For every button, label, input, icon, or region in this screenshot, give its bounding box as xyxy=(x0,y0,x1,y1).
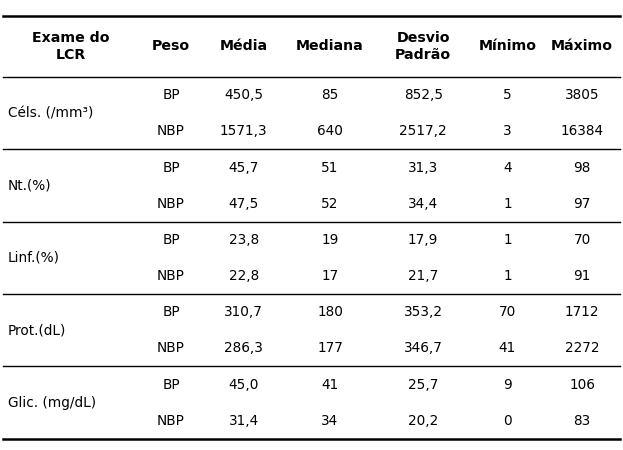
Text: 97: 97 xyxy=(574,197,591,211)
Text: 17,9: 17,9 xyxy=(408,233,439,247)
Text: Mínimo: Mínimo xyxy=(478,40,536,54)
Text: 353,2: 353,2 xyxy=(404,305,443,319)
Text: BP: BP xyxy=(162,88,180,102)
Text: 310,7: 310,7 xyxy=(224,305,263,319)
Text: BP: BP xyxy=(162,233,180,247)
Text: Nt.(%): Nt.(%) xyxy=(8,179,52,193)
Text: 98: 98 xyxy=(574,161,591,175)
Text: 0: 0 xyxy=(503,414,512,428)
Text: Peso: Peso xyxy=(152,40,190,54)
Text: 31,4: 31,4 xyxy=(229,414,259,428)
Text: 1: 1 xyxy=(503,269,512,283)
Text: 1: 1 xyxy=(503,197,512,211)
Text: NBP: NBP xyxy=(157,197,185,211)
Text: 2272: 2272 xyxy=(565,342,599,356)
Text: Exame do
LCR: Exame do LCR xyxy=(32,32,110,62)
Text: 450,5: 450,5 xyxy=(224,88,264,102)
Text: NBP: NBP xyxy=(157,269,185,283)
Text: 83: 83 xyxy=(574,414,591,428)
Text: 51: 51 xyxy=(321,161,339,175)
Text: 1: 1 xyxy=(503,233,512,247)
Text: NBP: NBP xyxy=(157,124,185,138)
Text: 47,5: 47,5 xyxy=(229,197,259,211)
Text: BP: BP xyxy=(162,161,180,175)
Text: 21,7: 21,7 xyxy=(408,269,439,283)
Text: BP: BP xyxy=(162,378,180,392)
Text: Máximo: Máximo xyxy=(551,40,613,54)
Text: 85: 85 xyxy=(321,88,339,102)
Text: 346,7: 346,7 xyxy=(404,342,442,356)
Text: 41: 41 xyxy=(321,378,339,392)
Text: 45,0: 45,0 xyxy=(229,378,259,392)
Text: 640: 640 xyxy=(317,124,343,138)
Text: 180: 180 xyxy=(317,305,343,319)
Text: 3: 3 xyxy=(503,124,512,138)
Text: 45,7: 45,7 xyxy=(229,161,259,175)
Text: Prot.(dL): Prot.(dL) xyxy=(8,323,67,337)
Text: 22,8: 22,8 xyxy=(229,269,259,283)
Text: Média: Média xyxy=(219,40,268,54)
Text: 2517,2: 2517,2 xyxy=(399,124,447,138)
Text: 52: 52 xyxy=(321,197,339,211)
Text: 4: 4 xyxy=(503,161,512,175)
Text: 23,8: 23,8 xyxy=(229,233,259,247)
Text: 16384: 16384 xyxy=(561,124,604,138)
Text: 1712: 1712 xyxy=(565,305,599,319)
Text: 106: 106 xyxy=(569,378,595,392)
Text: Céls. (/mm³): Céls. (/mm³) xyxy=(8,106,93,120)
Text: 3805: 3805 xyxy=(565,88,599,102)
Text: 91: 91 xyxy=(574,269,591,283)
Text: 19: 19 xyxy=(321,233,339,247)
Text: 34: 34 xyxy=(321,414,339,428)
Text: 70: 70 xyxy=(574,233,591,247)
Text: Glic. (mg/dL): Glic. (mg/dL) xyxy=(8,396,96,410)
Text: 25,7: 25,7 xyxy=(408,378,439,392)
Text: 70: 70 xyxy=(499,305,516,319)
Text: 34,4: 34,4 xyxy=(408,197,439,211)
Text: 20,2: 20,2 xyxy=(408,414,439,428)
Text: 41: 41 xyxy=(499,342,516,356)
Text: 5: 5 xyxy=(503,88,512,102)
Text: BP: BP xyxy=(162,305,180,319)
Text: 9: 9 xyxy=(503,378,512,392)
Text: NBP: NBP xyxy=(157,414,185,428)
Text: 31,3: 31,3 xyxy=(408,161,439,175)
Text: 177: 177 xyxy=(317,342,343,356)
Text: Mediana: Mediana xyxy=(296,40,364,54)
Text: 17: 17 xyxy=(321,269,339,283)
Text: NBP: NBP xyxy=(157,342,185,356)
Text: Desvio
Padrão: Desvio Padrão xyxy=(395,32,451,62)
Text: Linf.(%): Linf.(%) xyxy=(8,251,60,265)
Text: 852,5: 852,5 xyxy=(404,88,443,102)
Text: 286,3: 286,3 xyxy=(224,342,263,356)
Text: 1571,3: 1571,3 xyxy=(220,124,267,138)
